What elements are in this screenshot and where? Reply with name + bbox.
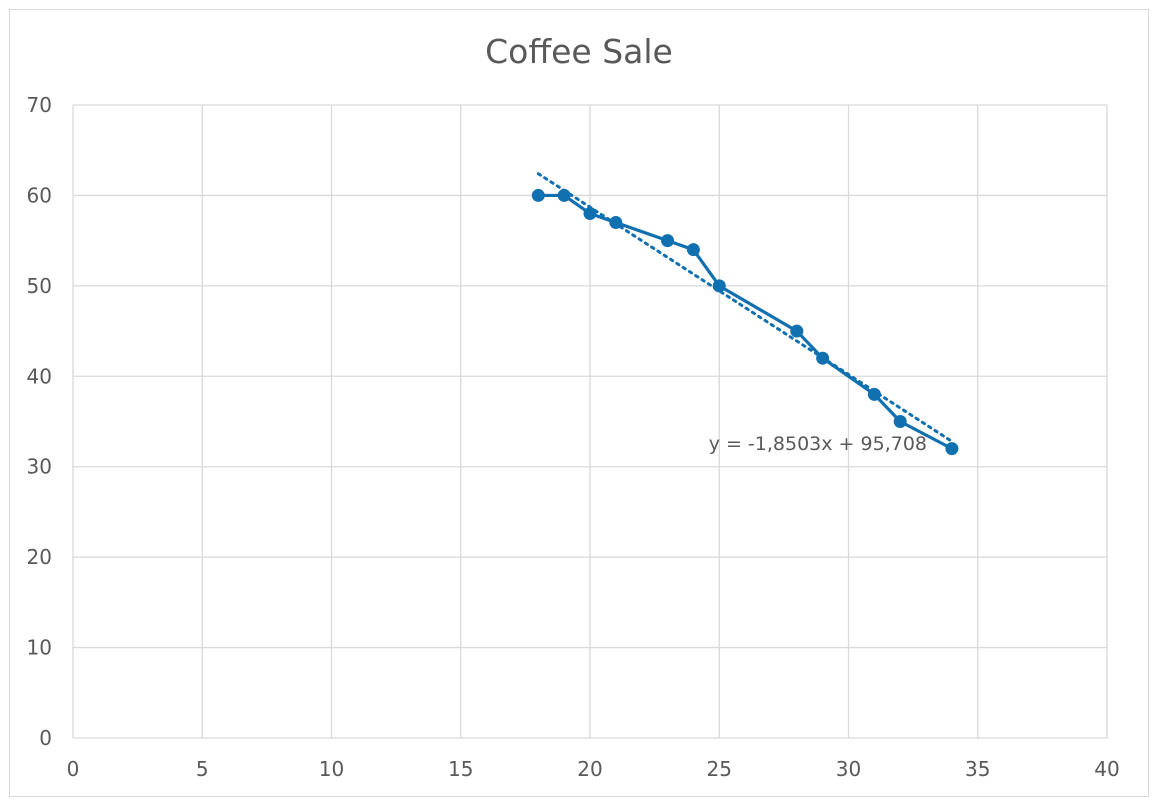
y-tick-label: 30 bbox=[27, 455, 52, 479]
data-point bbox=[867, 387, 881, 401]
y-tick-label: 50 bbox=[27, 274, 52, 298]
x-tick-label: 10 bbox=[319, 757, 344, 781]
data-point bbox=[557, 188, 571, 202]
data-point bbox=[790, 324, 804, 338]
y-tick-label: 10 bbox=[27, 636, 52, 660]
x-tick-label: 40 bbox=[1094, 757, 1119, 781]
data-point bbox=[609, 216, 623, 230]
chart-area bbox=[9, 9, 1149, 797]
series-line bbox=[538, 193, 953, 451]
x-tick-label: 0 bbox=[67, 757, 80, 781]
data-point bbox=[531, 188, 545, 202]
data-point bbox=[945, 442, 959, 456]
chart-title: Coffee Sale bbox=[485, 32, 673, 71]
data-point bbox=[893, 415, 907, 428]
y-tick-label: 60 bbox=[27, 183, 52, 207]
x-tick-label: 15 bbox=[448, 757, 473, 781]
data-series bbox=[531, 188, 959, 456]
data-point bbox=[583, 207, 597, 221]
x-tick-label: 20 bbox=[577, 757, 602, 781]
data-point bbox=[816, 351, 830, 365]
x-tick-label: 5 bbox=[196, 757, 209, 781]
trendline-line bbox=[536, 172, 954, 443]
x-tick-label: 25 bbox=[707, 757, 732, 781]
y-tick-label: 20 bbox=[27, 545, 52, 569]
data-point bbox=[712, 279, 726, 293]
trendline-equation-label: y = -1,8503x + 95,708 bbox=[709, 433, 927, 455]
trendline bbox=[536, 172, 954, 443]
tick-labels: 0 5 10 15 20 25 30 35 40 0 10 20 30 40 50 60 70 bbox=[27, 93, 1120, 781]
x-tick-label: 30 bbox=[836, 757, 861, 781]
data-point bbox=[686, 243, 700, 257]
gridlines bbox=[72, 104, 1108, 739]
y-tick-label: 40 bbox=[27, 364, 52, 388]
x-tick-label: 35 bbox=[965, 757, 990, 781]
data-point bbox=[661, 234, 675, 248]
y-tick-label: 70 bbox=[27, 93, 52, 117]
y-tick-label: 0 bbox=[39, 726, 52, 750]
